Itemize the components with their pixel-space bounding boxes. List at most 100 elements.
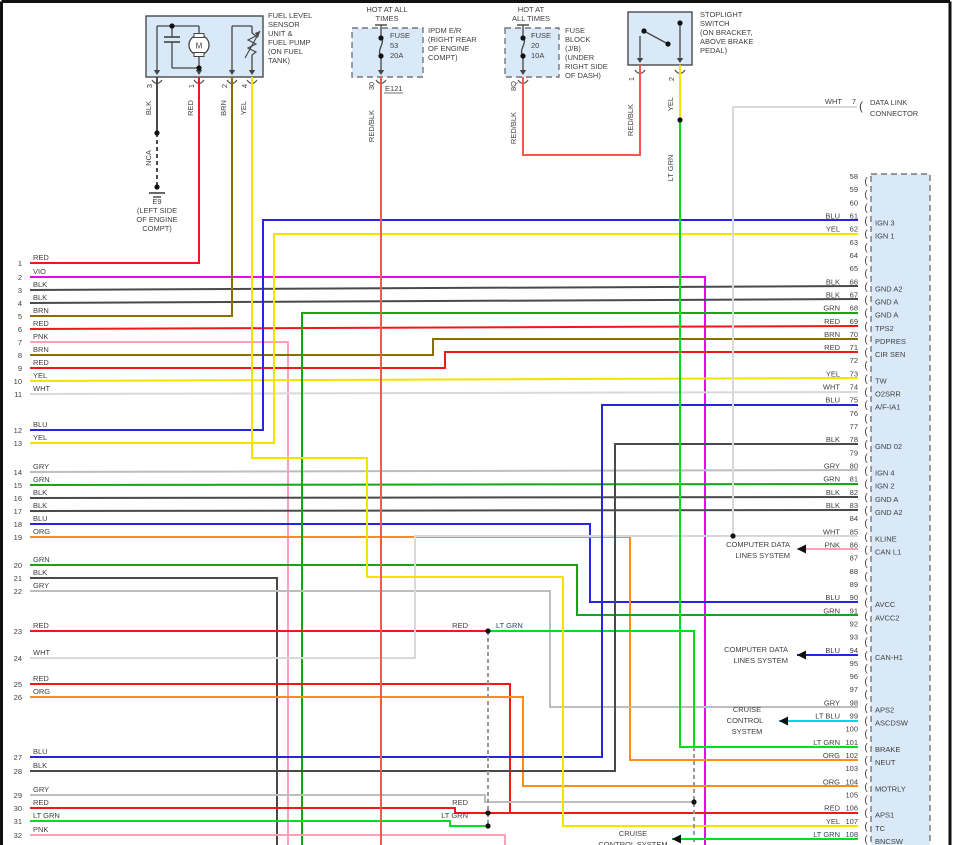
pin-83-bracket: ( [864, 506, 868, 517]
left-wire-31-number: 31 [14, 817, 22, 826]
wire-WHT-41 [732, 106, 857, 536]
pin-97-number: 97 [850, 685, 858, 694]
fuse-block-label: BLOCK [565, 35, 590, 44]
left-wire-9-number: 9 [18, 364, 22, 373]
pin-80-bracket: ( [864, 466, 868, 477]
pin-93-number: 93 [850, 633, 858, 642]
wire-RED-28 [30, 683, 511, 813]
junction-dot [677, 117, 683, 123]
pin-64-bracket: ( [864, 255, 868, 266]
pin-96-number: 96 [850, 672, 858, 681]
system-ref-label: COMPUTER DATA [726, 540, 790, 549]
wire-YEL-14 [30, 233, 858, 444]
system-ref-label: SYSTEM [732, 727, 763, 736]
wire-LTGRN-40 [679, 120, 858, 748]
pin-107-color: YEL [826, 817, 840, 826]
pin-73-number: 73 [850, 369, 858, 378]
pin-104-name: MOTRLY [875, 784, 906, 793]
pin-69-color: RED [824, 317, 840, 326]
left-wire-8-color: BRN [33, 345, 49, 354]
pin-94-number: 94 [850, 646, 858, 655]
left-wire-14-number: 14 [14, 468, 22, 477]
pin-85-name: KLINE [875, 534, 897, 543]
pin-70-color: BRN [824, 330, 840, 339]
system-ref-label: CRUISE [733, 705, 761, 714]
junction-dot [485, 823, 491, 829]
left-wire-5-color: BRN [33, 306, 49, 315]
pin-91-number: 91 [850, 606, 858, 615]
pin-86-name: CAN L1 [875, 547, 901, 556]
pin-88-bracket: ( [864, 571, 868, 582]
pin-69-bracket: ( [864, 321, 868, 332]
wire-LTGRN-26 [488, 630, 695, 747]
pin-69-name: TPS2 [875, 324, 894, 333]
pin-64-number: 64 [850, 251, 858, 260]
left-wire-8-number: 8 [18, 351, 22, 360]
wire-color-label-rotated: 1 [627, 77, 636, 81]
pin-85-number: 85 [850, 527, 858, 536]
wire-color-label-rotated: 2 [220, 84, 229, 88]
pin-61-bracket: ( [864, 216, 868, 227]
pin-62-bracket: ( [864, 229, 868, 240]
fuse-block-label: OF DASH) [565, 71, 601, 80]
wire-GRY-32 [30, 794, 694, 803]
left-wire-26-color: ORG [33, 687, 50, 696]
left-wire-11-color: WHT [33, 384, 50, 393]
pin-106-number: 106 [845, 804, 858, 813]
pin-61-color: BLU [825, 211, 840, 220]
fuse-block-label: (UNDER [565, 53, 595, 62]
pin-106-color: RED [824, 804, 840, 813]
pin-69-number: 69 [850, 317, 858, 326]
pin-66-name: GND A2 [875, 284, 903, 293]
wire-color-label-rotated: YEL [239, 101, 248, 115]
left-wire-16-color: BLK [33, 488, 47, 497]
pin-71-name: CIR SEN [875, 350, 905, 359]
hot-at-all-times-label: ALL TIMES [512, 14, 550, 23]
left-wire-17-color: BLK [33, 501, 47, 510]
left-wire-28-color: BLK [33, 761, 47, 770]
pin-86-color: PNK [825, 540, 840, 549]
arrowhead-down-icon [636, 58, 644, 63]
pin-62-number: 62 [850, 225, 858, 234]
pin-67-name: GND A [875, 297, 898, 306]
left-wire-15-color: GRN [33, 475, 50, 484]
pin-90-color: BLU [825, 593, 840, 602]
pin-65-number: 65 [850, 264, 858, 273]
pin-107-name: TC [875, 824, 886, 833]
pin-79-bracket: ( [864, 453, 868, 464]
pin-67-bracket: ( [864, 295, 868, 306]
wire-RED-10 [30, 351, 858, 369]
pin-84-number: 84 [850, 514, 858, 523]
wire-color-label-rotated: RED/BLK [367, 110, 376, 142]
pin-87-number: 87 [850, 554, 858, 563]
pin-103-bracket: ( [864, 769, 868, 780]
pin-99-number: 99 [850, 712, 858, 721]
hot-at-all-times-label: TIMES [376, 14, 399, 23]
pin-86-number: 86 [850, 540, 858, 549]
left-wire-21-number: 21 [14, 574, 22, 583]
left-wire-5-number: 5 [18, 312, 22, 321]
pin-100-bracket: ( [864, 729, 868, 740]
inline-label: 7 [852, 97, 856, 106]
wire-ORG-29 [30, 696, 858, 787]
pin-83-name: GND A2 [875, 508, 903, 517]
pin-92-bracket: ( [864, 624, 868, 635]
pin-67-color: BLK [826, 290, 840, 299]
pin-89-number: 89 [850, 580, 858, 589]
pin-108-number: 108 [845, 830, 858, 839]
junction-dot [520, 35, 526, 41]
arrowhead-down-icon [228, 70, 236, 75]
pin-78-bracket: ( [864, 440, 868, 451]
junction-dot [520, 53, 526, 59]
wire-WHT-27 [30, 535, 858, 659]
pin-71-color: RED [824, 343, 840, 352]
left-wire-7-color: PNK [33, 332, 48, 341]
pin-66-number: 66 [850, 277, 858, 286]
pin-63-bracket: ( [864, 242, 868, 253]
arrowhead-down-icon [248, 70, 256, 75]
junction-dot [378, 35, 384, 41]
wire-GRN-22 [301, 312, 858, 845]
ipdm-label: (RIGHT REAR [428, 35, 477, 44]
fuse-53-box [351, 27, 424, 78]
left-wire-29-number: 29 [14, 791, 22, 800]
